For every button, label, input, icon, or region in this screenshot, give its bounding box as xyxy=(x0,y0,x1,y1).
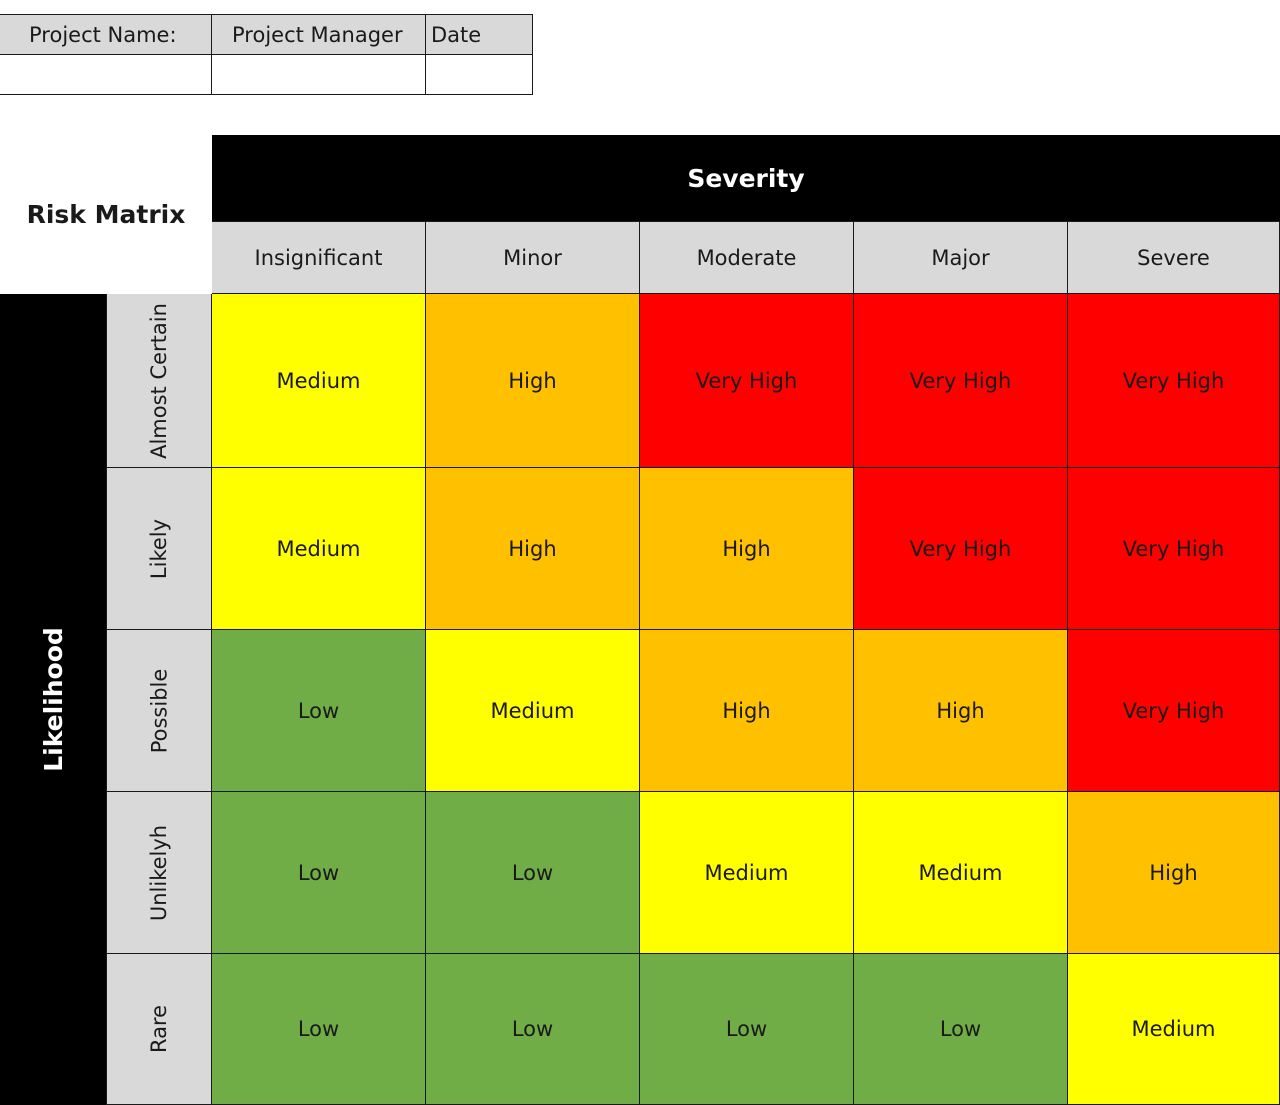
likelihood-row-label: Rare xyxy=(147,1004,171,1054)
project-manager-header: Project Manager xyxy=(211,14,426,55)
risk-cell-medium: Medium xyxy=(1068,954,1280,1105)
likelihood-row-unlikely: Unlikelyh xyxy=(106,792,212,954)
risk-cell-low: Low xyxy=(426,792,640,954)
risk-cell-low: Low xyxy=(426,954,640,1105)
likelihood-label: Likelihood xyxy=(38,627,68,772)
risk-cell-very-high: Very High xyxy=(854,468,1068,630)
project-manager-field[interactable] xyxy=(211,54,426,95)
risk-cell-very-high: Very High xyxy=(854,294,1068,468)
risk-cell-very-high: Very High xyxy=(640,294,854,468)
likelihood-row-possible: Possible xyxy=(106,630,212,792)
matrix-title: Risk Matrix xyxy=(26,200,186,229)
risk-cell-low: Low xyxy=(212,792,426,954)
risk-cell-high: High xyxy=(426,294,640,468)
risk-cell-low: Low xyxy=(640,954,854,1105)
likelihood-row-rare: Rare xyxy=(106,954,212,1105)
severity-col-moderate: Moderate xyxy=(640,221,854,294)
risk-cell-very-high: Very High xyxy=(1068,630,1280,792)
severity-col-insignificant: Insignificant xyxy=(212,221,426,294)
risk-cell-very-high: Very High xyxy=(1068,294,1280,468)
likelihood-row-label: Likely xyxy=(146,518,171,579)
risk-cell-low: Low xyxy=(212,954,426,1105)
project-name-field[interactable] xyxy=(0,54,212,95)
likelihood-row-almost-certain: Almost Certain xyxy=(106,294,212,468)
risk-cell-medium: Medium xyxy=(640,792,854,954)
risk-cell-medium: Medium xyxy=(212,294,426,468)
risk-cell-low: Low xyxy=(854,954,1068,1105)
risk-cell-high: High xyxy=(854,630,1068,792)
severity-col-major: Major xyxy=(854,221,1068,294)
project-name-header: Project Name: xyxy=(0,14,212,55)
risk-cell-high: High xyxy=(640,630,854,792)
date-header: Date xyxy=(425,14,533,55)
severity-col-minor: Minor xyxy=(426,221,640,294)
risk-cell-high: High xyxy=(640,468,854,630)
risk-cell-high: High xyxy=(1068,792,1280,954)
likelihood-row-likely: Likely xyxy=(106,468,212,630)
risk-cell-low: Low xyxy=(212,630,426,792)
likelihood-header: Likelihood xyxy=(0,294,106,1105)
risk-cell-medium: Medium xyxy=(854,792,1068,954)
risk-cell-medium: Medium xyxy=(212,468,426,630)
severity-col-severe: Severe xyxy=(1068,221,1280,294)
risk-cell-high: High xyxy=(426,468,640,630)
likelihood-row-label: Almost Certain xyxy=(147,302,172,459)
likelihood-row-label: Unlikelyh xyxy=(146,824,171,921)
date-field[interactable] xyxy=(425,54,533,95)
severity-header: Severity xyxy=(212,135,1280,221)
risk-cell-very-high: Very High xyxy=(1068,468,1280,630)
risk-cell-medium: Medium xyxy=(426,630,640,792)
likelihood-row-label: Possible xyxy=(146,668,171,753)
